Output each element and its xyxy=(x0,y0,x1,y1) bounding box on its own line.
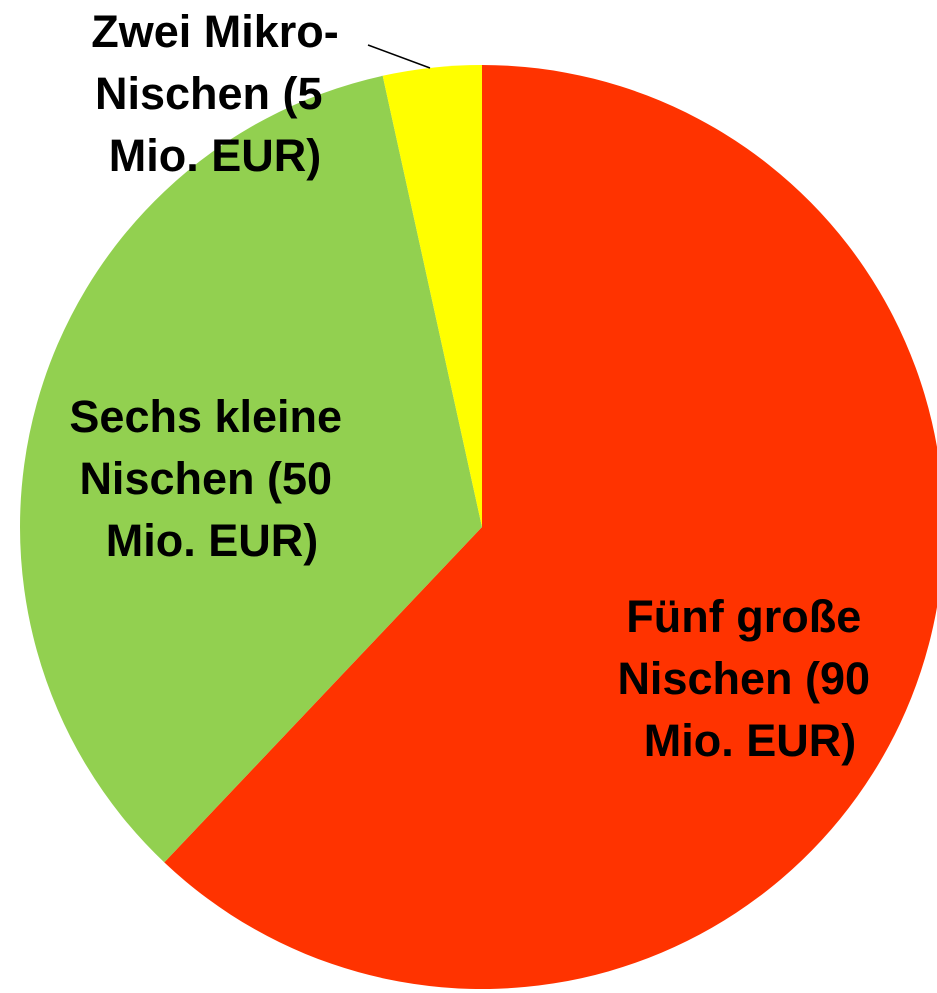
label-line: Nischen (5 xyxy=(95,68,335,119)
label-line: Mio. EUR) xyxy=(644,715,856,766)
label-line: Fünf große xyxy=(626,591,873,642)
label-line: Nischen (90 xyxy=(617,653,882,704)
label-line: Nischen (50 xyxy=(79,453,344,504)
pie-slice xyxy=(164,65,937,989)
pie-slice xyxy=(382,65,482,527)
pie-slice xyxy=(19,75,483,863)
label-line: Mio. EUR) xyxy=(106,515,318,566)
label-line: Mio. EUR) xyxy=(109,130,321,181)
slice-label: Sechs kleine Nischen (50 Mio. EUR) xyxy=(69,391,354,566)
label-line: Zwei Mikro- xyxy=(91,6,339,57)
label-line: Sechs kleine xyxy=(69,391,354,442)
slice-label: Zwei Mikro- Nischen (5 Mio. EUR) xyxy=(91,6,339,181)
leader-line xyxy=(367,44,431,69)
slice-label: Fünf große Nischen (90 Mio. EUR) xyxy=(617,591,882,766)
